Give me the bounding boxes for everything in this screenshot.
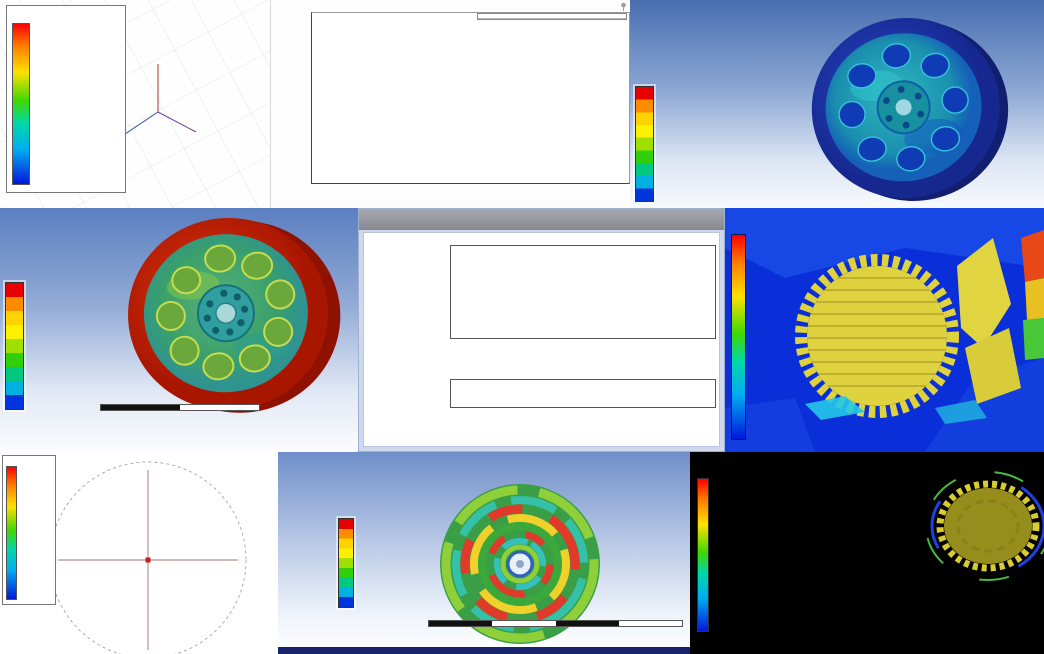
blue-wheel-3d-viewport[interactable] [630, 0, 1044, 208]
origin-marker [145, 557, 151, 563]
cfd-contour-viewport[interactable] [725, 208, 1044, 452]
panel-current-plot [270, 0, 631, 208]
rotor-field-viewport[interactable] [0, 452, 278, 654]
window-body [363, 232, 720, 447]
legend-colorbar [12, 23, 30, 185]
scale-ruler [428, 620, 683, 636]
legend-colorbar [6, 466, 17, 600]
acoustic-disc-viewport[interactable] [278, 452, 690, 654]
coordinate-axes-icon [121, 64, 197, 137]
current-waveforms [312, 13, 629, 183]
legend-colorbar [697, 478, 709, 632]
legend-title [7, 6, 125, 9]
panel-acoustic [278, 452, 690, 654]
legend-colorbar [5, 282, 24, 410]
red-wheel-3d-viewport[interactable] [0, 208, 358, 452]
acoustic-disc [440, 484, 600, 644]
panel-maxwell-torus [0, 0, 270, 208]
fan-blade [957, 238, 1011, 348]
col-curve-info [478, 14, 562, 18]
curve-info-header [478, 14, 626, 19]
phase-plot-area[interactable] [450, 379, 716, 408]
legend-colorbar [635, 86, 654, 202]
ruler-bar [100, 404, 260, 411]
phase-curve [451, 380, 715, 407]
panel-harmonic-blue [630, 0, 1044, 208]
pin-icon[interactable] [619, 2, 628, 11]
amplitude-curve [451, 246, 715, 338]
amplitude-yticks [408, 241, 446, 337]
field-legend [2, 455, 56, 605]
current-plot-area[interactable] [311, 12, 630, 184]
panel-frequency-response [358, 208, 725, 452]
col-max [562, 14, 593, 18]
impeller-body [925, 471, 1044, 581]
ruler-bar [428, 620, 683, 627]
gear-teeth [795, 254, 959, 418]
panel-maxwell-rotor [0, 452, 278, 654]
col-rms [593, 14, 624, 18]
result-legend [338, 518, 359, 609]
panel-pathlines [690, 452, 1044, 654]
panel-cfd-contour [725, 208, 1044, 452]
scale-ruler [100, 404, 260, 420]
amplitude-plot-area[interactable] [450, 245, 716, 339]
y-axis-ticks [279, 8, 307, 187]
gear-body [807, 266, 947, 406]
result-legend [5, 282, 29, 411]
curve-info-table [477, 13, 627, 20]
bottom-strip [278, 647, 690, 654]
pathlines-viewport[interactable] [690, 452, 1044, 654]
red-wheel [128, 217, 341, 413]
legend-colorbar [338, 518, 354, 608]
panel-harmonic-red [0, 208, 358, 452]
legend-values [17, 465, 54, 599]
window-titlebar[interactable] [359, 209, 724, 230]
torus-3d-viewport[interactable] [0, 0, 270, 208]
legend-colorbar [731, 234, 746, 440]
field-legend [6, 5, 126, 193]
phase-yticks [418, 379, 446, 406]
legend-values [34, 22, 122, 185]
result-legend [635, 86, 659, 203]
legend-title [3, 456, 55, 457]
blue-wheel [811, 17, 1009, 201]
